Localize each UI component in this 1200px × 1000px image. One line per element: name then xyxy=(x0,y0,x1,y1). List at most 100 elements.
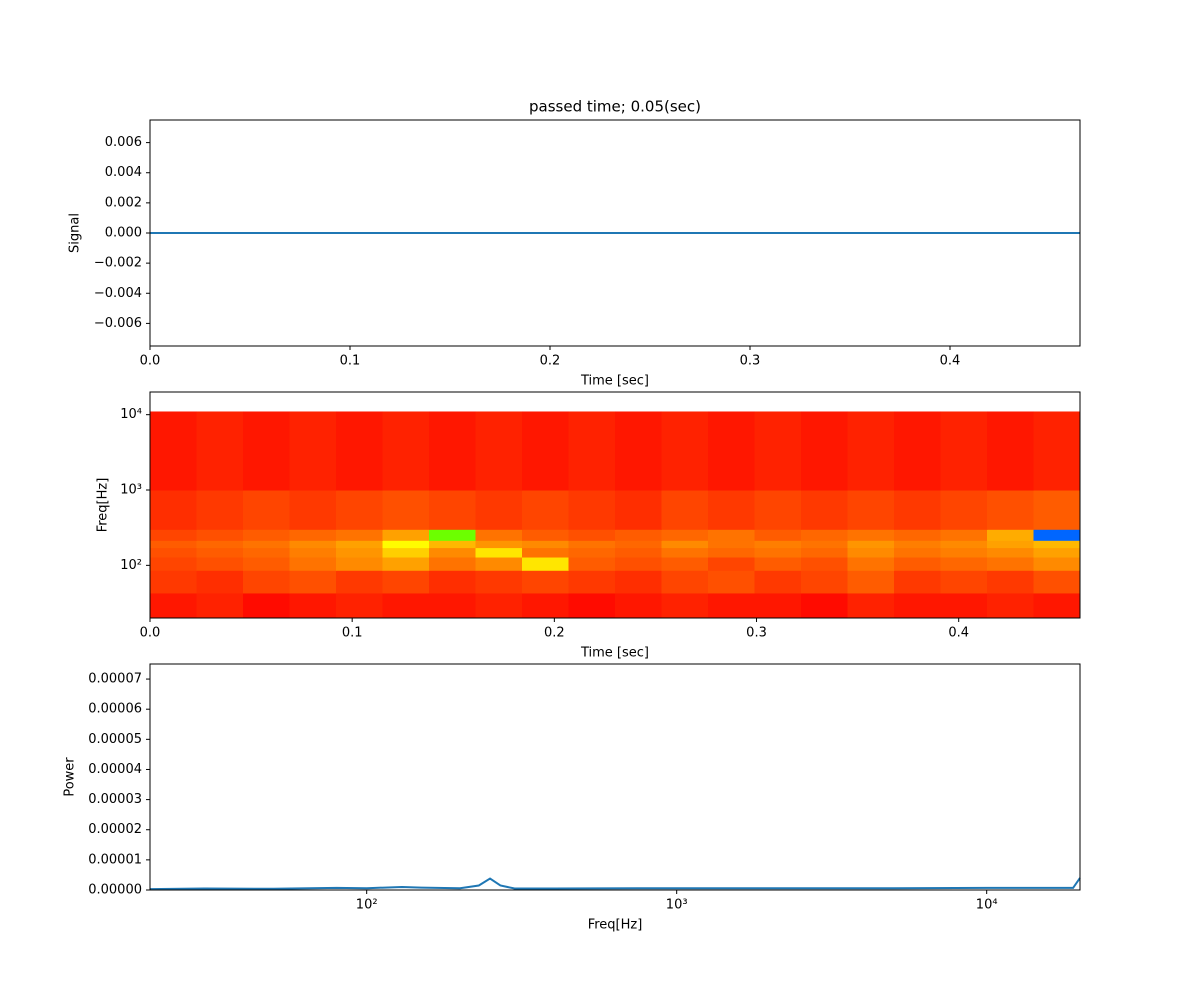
heat-cell xyxy=(754,529,802,541)
heat-cell xyxy=(987,540,1034,549)
heat-cell xyxy=(754,570,802,594)
heat-cell xyxy=(1033,557,1081,571)
heat-cell xyxy=(615,592,662,619)
heat-cell xyxy=(429,592,476,619)
heat-cell xyxy=(801,540,848,549)
heat-cell xyxy=(1033,529,1081,541)
heat-cell xyxy=(615,557,662,571)
heat-cell xyxy=(568,592,616,619)
y-axis-label: Signal xyxy=(68,213,83,253)
heat-cell xyxy=(940,490,988,530)
heat-cell xyxy=(289,547,337,558)
heat-cell xyxy=(801,490,848,530)
heat-cell xyxy=(568,529,616,541)
heat-cell xyxy=(987,490,1034,530)
heat-cell xyxy=(429,557,476,571)
heat-cell xyxy=(429,540,476,549)
heat-cell xyxy=(429,411,476,491)
x-tick-label: 0.1 xyxy=(340,354,361,369)
heat-cell xyxy=(661,490,709,530)
heat-cell xyxy=(382,547,430,558)
heat-cell xyxy=(568,557,616,571)
heat-cell xyxy=(196,557,244,571)
signal-line xyxy=(149,877,1081,891)
heat-cell xyxy=(475,570,523,594)
heat-cell xyxy=(289,592,337,619)
heat-cell xyxy=(382,570,430,594)
x-tick-label: 10³ xyxy=(666,898,688,913)
heat-cell xyxy=(568,570,616,594)
heat-cell xyxy=(196,547,244,558)
y-tick-label: 0.00004 xyxy=(88,762,142,777)
x-axis-label: Time [sec] xyxy=(580,646,649,661)
heat-cell xyxy=(336,411,383,491)
heat-cell xyxy=(475,529,523,541)
heat-cell xyxy=(754,411,802,491)
heat-cell xyxy=(522,570,569,594)
heat-cell xyxy=(475,490,523,530)
heat-cell xyxy=(243,547,290,558)
heat-cell xyxy=(894,529,941,541)
heat-cell xyxy=(243,411,290,491)
chart-title: passed time; 0.05(sec) xyxy=(529,98,701,116)
heat-cell xyxy=(801,529,848,541)
heat-cell xyxy=(987,529,1034,541)
heat-cell xyxy=(243,592,290,619)
heat-cell xyxy=(708,529,755,541)
heat-cell xyxy=(754,490,802,530)
heat-cell xyxy=(894,540,941,549)
heat-cell xyxy=(754,540,802,549)
heat-cell xyxy=(150,529,197,541)
heat-cell xyxy=(754,547,802,558)
heat-cell xyxy=(847,557,895,571)
y-tick-label: −0.006 xyxy=(94,316,142,331)
heat-cell xyxy=(382,490,430,530)
heat-cell xyxy=(940,547,988,558)
heat-cell xyxy=(708,570,755,594)
heat-cell xyxy=(708,490,755,530)
heat-cell xyxy=(336,570,383,594)
y-tick-label: 10² xyxy=(120,558,142,573)
heat-cell xyxy=(987,557,1034,571)
heat-cell xyxy=(940,592,988,619)
heat-cell xyxy=(987,411,1034,491)
heat-cell xyxy=(940,557,988,571)
axes-frame xyxy=(149,663,1081,891)
heat-cell xyxy=(196,490,244,530)
heat-cell xyxy=(940,540,988,549)
heat-cell xyxy=(615,411,662,491)
heat-cell xyxy=(429,529,476,541)
heat-cell xyxy=(754,592,802,619)
heat-cell xyxy=(568,547,616,558)
heat-cell xyxy=(522,547,569,558)
heat-cell xyxy=(382,557,430,571)
heat-cell xyxy=(847,529,895,541)
heat-cell xyxy=(382,411,430,491)
heat-cell xyxy=(1033,411,1081,491)
heat-cell xyxy=(661,592,709,619)
y-tick-label: −0.004 xyxy=(94,286,142,301)
x-tick-label: 0.1 xyxy=(342,626,363,641)
heat-cell xyxy=(289,529,337,541)
heat-cell xyxy=(615,490,662,530)
heat-cell xyxy=(847,592,895,619)
heat-cell xyxy=(475,547,523,558)
x-axis-label: Freq[Hz] xyxy=(588,918,643,933)
heat-cell xyxy=(661,411,709,491)
heat-cell xyxy=(336,557,383,571)
x-tick-label: 0.4 xyxy=(940,354,961,369)
heat-cell xyxy=(243,557,290,571)
y-axis-label: Freq[Hz] xyxy=(96,478,111,533)
x-tick-label: 0.4 xyxy=(948,626,969,641)
heat-cell xyxy=(336,529,383,541)
heat-cell xyxy=(940,529,988,541)
heat-cell xyxy=(568,490,616,530)
heat-cell xyxy=(847,490,895,530)
heat-cell xyxy=(615,529,662,541)
heat-cell xyxy=(336,547,383,558)
y-tick-label: 0.00007 xyxy=(88,672,142,687)
x-tick-label: 0.3 xyxy=(746,626,767,641)
heat-cell xyxy=(150,592,197,619)
x-tick-label: 10² xyxy=(356,898,378,913)
